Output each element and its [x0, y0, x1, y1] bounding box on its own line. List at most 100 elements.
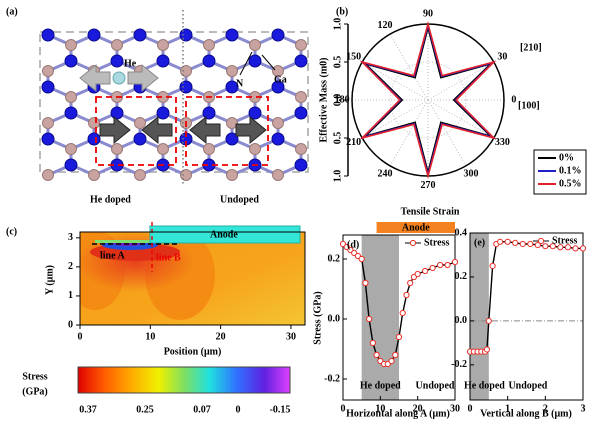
shaded-label: He doped	[360, 380, 401, 391]
line-b-label: line B	[156, 252, 181, 263]
region-label: Undoped	[220, 194, 259, 205]
grid-spoke	[427, 99, 467, 167]
ga-atom	[157, 143, 169, 155]
n-label: N	[236, 78, 244, 89]
ga-atom	[249, 143, 261, 155]
radial-tick-label: 0.5	[332, 132, 343, 145]
theta-tick-label: 120	[378, 20, 393, 31]
theta-tick-label: 150	[346, 51, 361, 62]
n-atom	[64, 106, 78, 120]
anode-region	[149, 225, 301, 244]
legend-label: Stress	[424, 237, 449, 248]
grid-spoke	[389, 33, 429, 101]
theta-tick-label: 210	[346, 137, 361, 148]
ga-atom	[42, 117, 54, 129]
theta-tick-label: 30	[497, 51, 507, 62]
marker	[436, 261, 444, 269]
marker	[497, 238, 504, 245]
x-axis-title: Vertical along B (μm)	[480, 408, 572, 419]
ga-atom	[88, 117, 100, 129]
marker	[362, 279, 369, 287]
marker	[542, 243, 549, 250]
n-atom	[41, 80, 55, 94]
ga-atom	[295, 91, 307, 103]
colorbar-label: 0	[236, 404, 241, 415]
ga-atom	[42, 169, 54, 181]
marker	[369, 339, 376, 347]
n-atom	[294, 158, 308, 172]
marker	[444, 261, 451, 269]
n-atom	[156, 54, 170, 68]
marker	[399, 309, 406, 317]
n-atom	[294, 54, 308, 68]
legend-marker	[409, 239, 417, 247]
arrow	[235, 115, 267, 145]
x-tick-label: 30	[286, 331, 296, 342]
y-tick-label: -0.2	[451, 359, 467, 370]
x-tick-label: 3	[581, 403, 586, 414]
region-label: He doped	[90, 194, 131, 205]
marker	[489, 262, 496, 270]
n-atom	[248, 106, 262, 120]
marker	[395, 333, 403, 341]
x-tick-label: 20	[216, 331, 226, 342]
x-tick-label: 20	[413, 403, 423, 414]
ga-atom	[88, 169, 100, 181]
shaded-region	[470, 233, 489, 400]
n-atom	[110, 106, 124, 120]
x-axis-title: Horizontal along A (μm)	[346, 408, 450, 419]
red-box	[95, 96, 177, 166]
marker	[549, 243, 556, 250]
y-tick-label: 0.2	[455, 271, 468, 282]
colorbar-title: Stress	[22, 371, 47, 382]
n-atom	[271, 132, 285, 146]
y-tick-label: 1	[68, 290, 73, 301]
n-atom	[271, 28, 285, 42]
theta-tick-label: 90	[423, 8, 433, 19]
n-atom	[41, 28, 55, 42]
red-box	[185, 96, 269, 166]
ga-atom	[111, 39, 123, 51]
colorbar-label: -0.15	[270, 404, 291, 415]
n-atom	[133, 28, 147, 42]
contour-map	[80, 232, 305, 325]
ga-atom	[226, 169, 238, 181]
marker	[407, 279, 414, 287]
panel-a: (a) He N Ga He doped Undoped	[6, 6, 309, 205]
n-atom	[87, 132, 101, 146]
marker	[429, 264, 436, 272]
ga-atom	[272, 65, 284, 77]
ga-atom	[295, 39, 307, 51]
colorbar-label: 0.25	[136, 404, 154, 415]
theta-tick-label: 270	[421, 180, 436, 191]
y-tick-label: 0.4	[455, 227, 468, 238]
panel-label: (e)	[474, 237, 485, 248]
marker	[388, 357, 395, 365]
anode-label: Anode	[210, 229, 238, 240]
grid-spoke	[427, 61, 495, 101]
x-axis-title: Position (μm)	[164, 346, 222, 357]
y-tick-label: 3	[68, 232, 73, 243]
y-axis-title: Effective Mass (m0)	[318, 58, 329, 143]
n-atom	[202, 54, 216, 68]
panel-label: (c)	[6, 226, 17, 237]
n-atom	[271, 80, 285, 94]
grid-spoke	[389, 99, 429, 167]
n-atom	[225, 28, 239, 42]
x-tick-label: 10	[375, 403, 385, 414]
ga-atom	[65, 39, 77, 51]
n-atom	[225, 132, 239, 146]
pointer	[239, 51, 253, 76]
panel-label: (b)	[336, 6, 348, 17]
marker	[485, 317, 492, 324]
marker	[483, 346, 491, 353]
n-atom	[225, 80, 239, 94]
arrow	[127, 63, 159, 93]
direction-label: [100]	[518, 100, 540, 111]
x-tick-label: 0	[341, 403, 346, 414]
x-tick-label: 30	[450, 403, 460, 414]
marker	[358, 255, 365, 263]
n-atom	[202, 106, 216, 120]
theta-tick-label: 0	[511, 94, 516, 105]
